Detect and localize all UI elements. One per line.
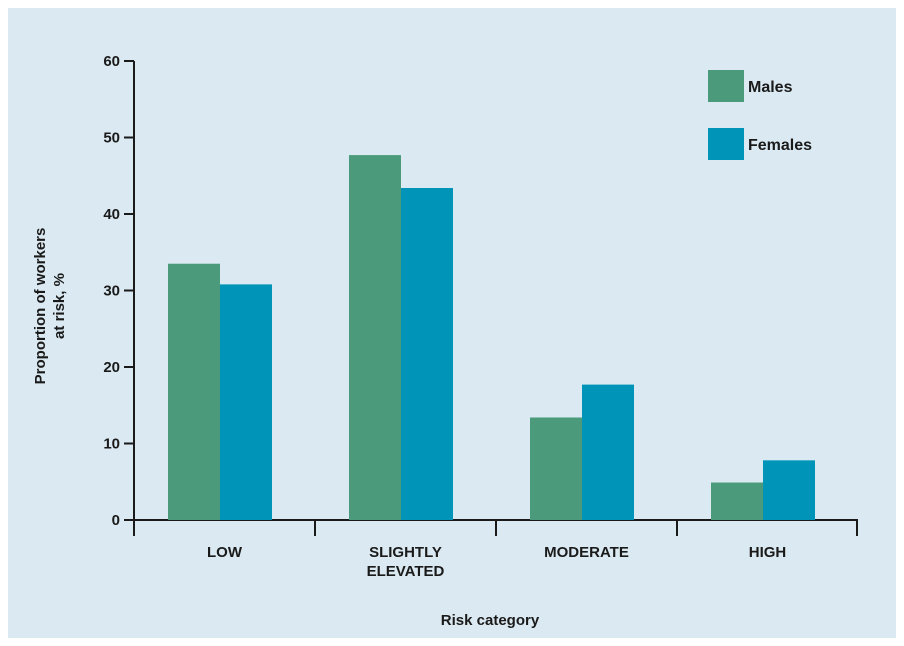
bar-males-1	[349, 155, 401, 520]
chart-panel: 0 10 20 30 40 50 60 LOW SLIGHTLY ELEVATED MODERAT…	[8, 8, 896, 638]
x-axis: LOW SLIGHTLY ELEVATED MODERATE HIGH	[133, 519, 858, 580]
y-tick-label: 20	[103, 359, 120, 376]
y-tick-label: 0	[112, 512, 120, 529]
y-axis: 0 10 20 30 40 50 60	[103, 53, 135, 529]
x-axis-title: Risk category	[441, 612, 540, 629]
axis-titles: Proportion of workers at risk, % Risk cat…	[32, 228, 540, 629]
legend-swatch-females	[708, 128, 744, 160]
bar-females-1	[401, 187, 453, 521]
x-category-label: HIGH	[749, 544, 787, 561]
y-tick-label: 60	[103, 53, 120, 70]
bars	[168, 155, 815, 521]
bar-chart: 0 10 20 30 40 50 60 LOW SLIGHTLY ELEVATED MODERAT…	[32, 53, 858, 629]
legend-swatch-males	[708, 70, 744, 102]
bar-females-3	[763, 460, 815, 520]
legend: Males Females	[708, 70, 812, 160]
x-category-label: LOW	[207, 544, 243, 561]
bar-males-0	[168, 263, 220, 520]
bar-females-2	[582, 384, 634, 520]
bar-males-2	[530, 417, 582, 520]
y-axis-title: Proportion of workers at risk, %	[32, 228, 68, 385]
legend-label-males: Males	[748, 79, 793, 96]
bar-females-0	[220, 284, 272, 520]
bar-males-3	[711, 482, 763, 520]
y-tick-label: 10	[103, 436, 120, 453]
x-category-label: SLIGHTLY ELEVATED	[367, 544, 445, 580]
y-tick-label: 40	[103, 206, 120, 223]
y-tick-label: 30	[103, 283, 120, 300]
y-tick-label: 50	[103, 130, 120, 147]
x-category-label: MODERATE	[544, 544, 629, 561]
legend-label-females: Females	[748, 137, 812, 154]
